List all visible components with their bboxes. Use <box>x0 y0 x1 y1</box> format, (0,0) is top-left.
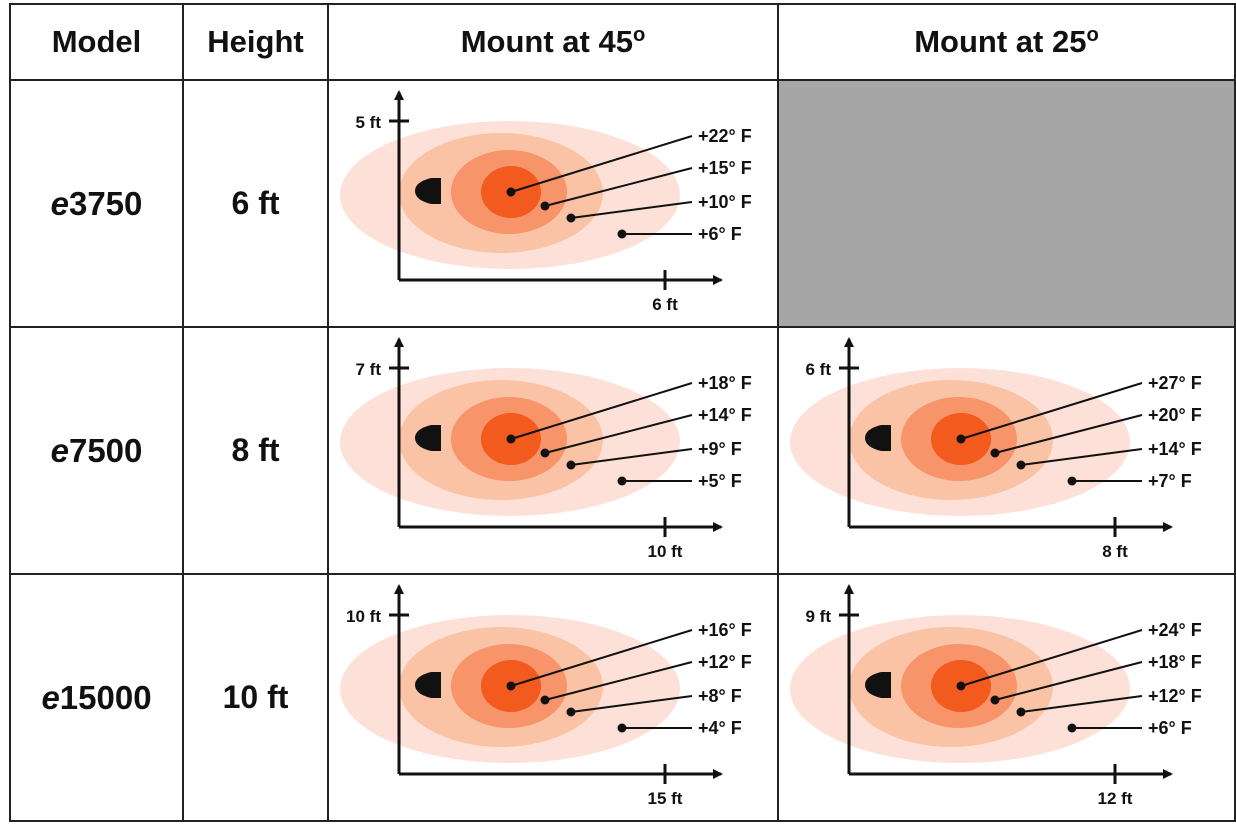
leader-line <box>544 660 693 701</box>
heater-icon <box>415 424 441 451</box>
leader-line <box>1020 694 1143 713</box>
header-mount-25: Mount at 25o <box>777 3 1236 81</box>
leader-line <box>994 660 1143 701</box>
temperature-label: +14° F <box>698 405 752 425</box>
heat-zone-table: Model Height Mount at 45o Mount at 25o e… <box>9 3 1236 822</box>
leader-line <box>510 134 693 193</box>
header-row: Model Height Mount at 45o Mount at 25o <box>9 3 1236 81</box>
temperature-label: +24° F <box>1148 620 1202 640</box>
header-model: Model <box>9 3 184 81</box>
zone-point <box>566 460 576 469</box>
temperature-label: +6° F <box>698 224 742 244</box>
leader-line <box>570 447 693 466</box>
zone-point <box>540 695 550 704</box>
temperature-label: +12° F <box>698 652 752 672</box>
leader-line <box>510 381 693 440</box>
heat-diagram: 9 ft 12 ft +24° F +18° F +12° F +6° F <box>790 583 1202 808</box>
zone-point <box>956 681 966 690</box>
header-height: Height <box>182 3 329 81</box>
height-cell: 10 ft <box>182 573 329 822</box>
x-axis-label: 15 ft <box>648 789 683 808</box>
temperature-label: +16° F <box>698 620 752 640</box>
temperature-label: +14° F <box>1148 439 1202 459</box>
temperature-label: +27° F <box>1148 373 1202 393</box>
zone-point <box>1016 460 1026 469</box>
temperature-label: +9° F <box>698 439 742 459</box>
degree-mark: o <box>1086 23 1099 46</box>
temperature-label: +10° F <box>698 192 752 212</box>
height-cell: 8 ft <box>182 326 329 575</box>
model-cell: e7500 <box>9 326 184 575</box>
temperature-label: +8° F <box>698 686 742 706</box>
table-row: e15000 10 ft 10 ft 15 ft +16° F +12° F +8° F… <box>9 573 1236 822</box>
leader-line <box>544 413 693 454</box>
empty-cell <box>777 79 1236 328</box>
x-axis-label: 6 ft <box>652 295 678 314</box>
zone-point <box>956 434 966 443</box>
heat-diagram-cell: 10 ft 15 ft +16° F +12° F +8° F +4° F <box>327 573 779 822</box>
model-cell: e15000 <box>9 573 184 822</box>
temperature-label: +22° F <box>698 126 752 146</box>
zone-point <box>566 213 576 222</box>
y-axis-label: 6 ft <box>806 360 832 379</box>
table-row: e7500 8 ft 7 ft 10 ft +18° F +14° F +9° F +5°… <box>9 326 1236 575</box>
temperature-label: +6° F <box>1148 718 1192 738</box>
zone-point <box>1016 707 1026 716</box>
model-cell: e3750 <box>9 79 184 328</box>
temperature-label: +18° F <box>1148 652 1202 672</box>
heater-icon <box>415 671 441 698</box>
heat-diagram-cell: 6 ft 8 ft +27° F +20° F +14° F +7° F <box>777 326 1236 575</box>
heat-diagram: 6 ft 8 ft +27° F +20° F +14° F +7° F <box>790 336 1202 561</box>
leader-line <box>510 628 693 687</box>
temperature-label: +4° F <box>698 718 742 738</box>
table-row: e3750 6 ft 5 ft 6 ft +22° F +15° F +10° F +6°… <box>9 79 1236 328</box>
zone-point <box>617 229 627 238</box>
zone-point <box>1067 476 1077 485</box>
x-axis-label: 10 ft <box>648 542 683 561</box>
leader-line <box>1020 447 1143 466</box>
y-axis-label: 10 ft <box>346 607 381 626</box>
zone-point <box>540 448 550 457</box>
heat-diagram: 5 ft 6 ft +22° F +15° F +10° F +6° F <box>340 89 752 314</box>
x-axis-label: 12 ft <box>1098 789 1133 808</box>
heat-diagram-cell: 5 ft 6 ft +22° F +15° F +10° F +6° F <box>327 79 779 328</box>
leader-line <box>570 694 693 713</box>
heat-diagram: 10 ft 15 ft +16° F +12° F +8° F +4° F <box>340 583 752 808</box>
zone-point <box>1067 723 1077 732</box>
zone-point <box>506 187 516 196</box>
heater-icon <box>865 671 891 698</box>
zone-point <box>506 434 516 443</box>
y-axis-label: 5 ft <box>356 113 382 132</box>
heat-diagram-cell: 9 ft 12 ft +24° F +18° F +12° F +6° F <box>777 573 1236 822</box>
temperature-label: +20° F <box>1148 405 1202 425</box>
zone-point <box>506 681 516 690</box>
height-cell: 6 ft <box>182 79 329 328</box>
leader-line <box>994 413 1143 454</box>
zone-point <box>617 723 627 732</box>
zone-point <box>990 695 1000 704</box>
header-mount-45: Mount at 45o <box>327 3 779 81</box>
degree-mark: o <box>632 23 646 46</box>
leader-line <box>960 628 1143 687</box>
heater-icon <box>415 177 441 204</box>
temperature-label: +12° F <box>1148 686 1202 706</box>
temperature-label: +5° F <box>698 471 742 491</box>
temperature-label: +7° F <box>1148 471 1192 491</box>
zone-point <box>990 448 1000 457</box>
zone-point <box>540 201 550 210</box>
y-axis-label: 9 ft <box>806 607 832 626</box>
heat-diagram-cell: 7 ft 10 ft +18° F +14° F +9° F +5° F <box>327 326 779 575</box>
x-axis-label: 8 ft <box>1102 542 1128 561</box>
zone-point <box>617 476 627 485</box>
temperature-label: +15° F <box>698 158 752 178</box>
temperature-label: +18° F <box>698 373 752 393</box>
heater-icon <box>865 424 891 451</box>
zone-point <box>566 707 576 716</box>
leader-line <box>570 200 693 219</box>
heat-diagram: 7 ft 10 ft +18° F +14° F +9° F +5° F <box>340 336 752 561</box>
leader-line <box>960 381 1143 440</box>
y-axis-label: 7 ft <box>356 360 382 379</box>
leader-line <box>544 166 693 207</box>
